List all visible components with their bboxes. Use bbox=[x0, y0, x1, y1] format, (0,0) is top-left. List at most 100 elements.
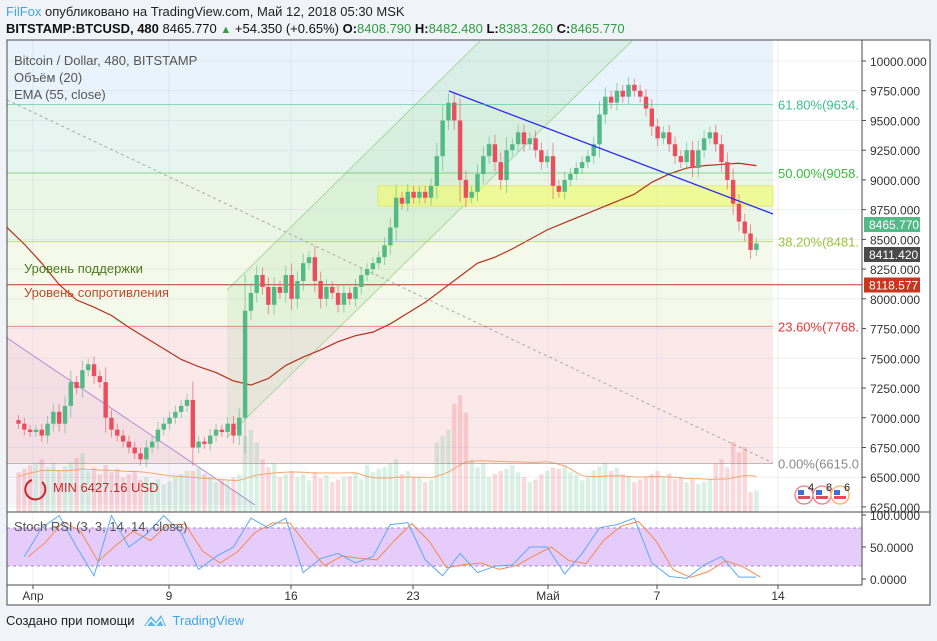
candle[interactable] bbox=[178, 405, 184, 412]
candle[interactable] bbox=[91, 364, 97, 377]
candle[interactable] bbox=[62, 405, 68, 424]
candle[interactable] bbox=[428, 185, 434, 198]
candle[interactable] bbox=[481, 156, 486, 174]
candle[interactable] bbox=[242, 310, 248, 418]
candle[interactable] bbox=[556, 185, 562, 192]
candle[interactable] bbox=[289, 275, 294, 299]
candle[interactable] bbox=[155, 429, 161, 442]
candle[interactable] bbox=[696, 150, 701, 169]
candle[interactable] bbox=[254, 275, 259, 293]
candle[interactable] bbox=[701, 138, 707, 151]
candle[interactable] bbox=[579, 162, 585, 169]
candle[interactable] bbox=[68, 382, 73, 406]
candle[interactable] bbox=[126, 441, 132, 448]
candle[interactable] bbox=[608, 96, 614, 103]
candle[interactable] bbox=[120, 435, 126, 442]
candle[interactable] bbox=[184, 399, 190, 406]
candle[interactable] bbox=[74, 382, 79, 389]
candle[interactable] bbox=[678, 156, 684, 163]
candle[interactable] bbox=[237, 417, 242, 436]
candle[interactable] bbox=[469, 191, 474, 198]
candle[interactable] bbox=[138, 453, 143, 460]
descending-trendline[interactable] bbox=[6, 337, 256, 506]
candle[interactable] bbox=[684, 150, 689, 163]
candle[interactable] bbox=[277, 286, 283, 293]
candle[interactable] bbox=[637, 90, 643, 97]
candle[interactable] bbox=[318, 281, 323, 299]
candle[interactable] bbox=[167, 417, 172, 424]
candle[interactable] bbox=[626, 84, 631, 97]
candle[interactable] bbox=[353, 286, 358, 299]
candle[interactable] bbox=[649, 108, 654, 127]
candle[interactable] bbox=[103, 382, 108, 418]
candle[interactable] bbox=[504, 150, 509, 180]
candle[interactable] bbox=[149, 441, 155, 448]
tradingview-link[interactable]: TradingView bbox=[143, 612, 244, 628]
candle[interactable] bbox=[463, 179, 469, 198]
candle[interactable] bbox=[22, 423, 27, 430]
candle[interactable] bbox=[347, 292, 352, 299]
candle[interactable] bbox=[225, 423, 230, 433]
candle[interactable] bbox=[446, 102, 451, 121]
candle[interactable] bbox=[568, 173, 573, 180]
author-link[interactable]: FilFox bbox=[6, 4, 42, 19]
candle[interactable] bbox=[486, 144, 492, 157]
candle[interactable] bbox=[597, 114, 602, 145]
candle[interactable] bbox=[643, 96, 649, 109]
candle[interactable] bbox=[202, 441, 207, 444]
candle[interactable] bbox=[312, 257, 318, 282]
price-axis[interactable]: 10000.000 9750.000 9500.000 9250.000 9000.00… bbox=[862, 55, 927, 515]
candle[interactable] bbox=[370, 263, 376, 270]
candle[interactable] bbox=[632, 84, 637, 91]
candle[interactable] bbox=[382, 245, 387, 258]
candle[interactable] bbox=[603, 96, 608, 115]
candle[interactable] bbox=[190, 399, 196, 448]
candle[interactable] bbox=[515, 132, 521, 145]
candle[interactable] bbox=[521, 132, 527, 145]
candle[interactable] bbox=[457, 120, 463, 180]
candle[interactable] bbox=[364, 269, 370, 276]
candle[interactable] bbox=[266, 286, 271, 305]
candle[interactable] bbox=[86, 364, 91, 371]
candle[interactable] bbox=[667, 132, 672, 145]
candle[interactable] bbox=[492, 144, 498, 163]
candle[interactable] bbox=[585, 156, 591, 163]
candle[interactable] bbox=[510, 144, 515, 151]
candle[interactable] bbox=[260, 275, 265, 287]
candle[interactable] bbox=[324, 286, 329, 299]
candle[interactable] bbox=[550, 156, 556, 186]
candle[interactable] bbox=[440, 120, 445, 157]
candle[interactable] bbox=[376, 257, 381, 264]
candle[interactable] bbox=[144, 447, 149, 460]
candle[interactable] bbox=[219, 429, 225, 433]
candle[interactable] bbox=[16, 420, 21, 424]
channel-upper-line[interactable] bbox=[226, 40, 481, 291]
candle[interactable] bbox=[45, 423, 50, 436]
candle[interactable] bbox=[591, 144, 596, 157]
candle[interactable] bbox=[97, 376, 103, 383]
candle[interactable] bbox=[388, 227, 393, 246]
candle[interactable] bbox=[208, 435, 213, 444]
candle[interactable] bbox=[574, 168, 579, 174]
candle[interactable] bbox=[719, 144, 724, 163]
candle[interactable] bbox=[742, 221, 747, 234]
candle[interactable] bbox=[341, 292, 347, 305]
candle[interactable] bbox=[434, 156, 440, 186]
candle[interactable] bbox=[196, 441, 201, 448]
blue-trendline[interactable] bbox=[448, 90, 774, 215]
candle[interactable] bbox=[33, 429, 39, 433]
stoch-axis[interactable]: 100.0000 50.0000 0.0000 bbox=[862, 509, 920, 587]
candle[interactable] bbox=[399, 197, 405, 204]
candle[interactable] bbox=[725, 162, 730, 180]
candle[interactable] bbox=[51, 411, 56, 424]
candle[interactable] bbox=[405, 191, 410, 204]
candle[interactable] bbox=[27, 429, 33, 433]
candle[interactable] bbox=[730, 179, 736, 204]
candle[interactable] bbox=[330, 286, 335, 293]
candle[interactable] bbox=[672, 144, 678, 157]
candle[interactable] bbox=[498, 162, 503, 180]
candle[interactable] bbox=[300, 263, 306, 282]
candle[interactable] bbox=[306, 257, 312, 264]
candle[interactable] bbox=[359, 275, 364, 287]
